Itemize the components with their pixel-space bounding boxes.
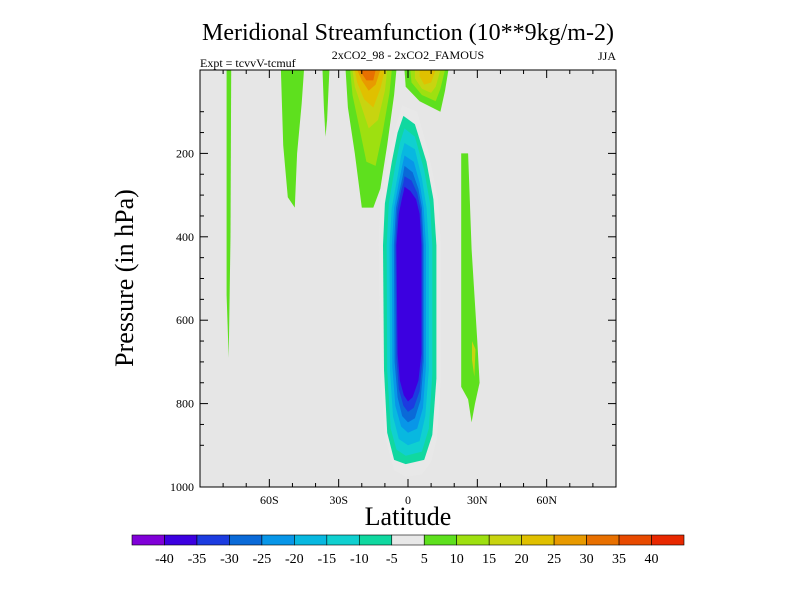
x-tick-label: 0 [405,493,411,507]
colorbar-label: 20 [515,552,529,567]
colorbar-label: 10 [450,552,464,567]
colorbar-label: -35 [188,552,207,567]
subtitle-center: 2xCO2_98 - 2xCO2_FAMOUS [332,48,484,62]
colorbar-swatch [521,534,555,546]
subtitle-left: Expt = tcvvV-tcmuf [200,56,296,70]
colorbar-swatch [456,534,490,546]
colorbar-swatch [651,534,685,546]
colorbar-label: -5 [386,552,398,567]
colorbar-swatch [164,534,198,546]
colorbar-label: -20 [285,552,304,567]
contour-cell-n40 [396,186,422,402]
contour-band-55s [280,70,304,208]
colorbar-swatch [423,534,458,546]
y-tick-label: 1000 [170,480,194,494]
contour-tick-45s [322,70,330,137]
colorbar-label: -30 [220,552,239,567]
colorbar-label: 5 [421,552,428,567]
colorbar-label: 35 [612,552,626,567]
colorbar-swatch [229,534,263,546]
plot-frame [199,69,617,488]
contour-strip-80s [226,70,232,358]
contour-band-25n-15 [472,341,476,377]
colorbar-label: -40 [155,552,174,567]
contour-south-lobe-30 [359,70,376,81]
x-tick-label: 30N [467,493,488,507]
colorbar-label: 30 [580,552,594,567]
colorbar-swatch [358,534,393,546]
colorbar-label: -15 [317,552,336,567]
chart-title: Meridional Streamfunction (10**9kg/m-2) [202,20,614,46]
colorbar-swatch [553,534,587,546]
contour-fills [226,70,480,477]
colorbar-swatch [391,534,425,546]
subtitle-right: JJA [598,49,616,63]
x-tick-label: 60N [536,493,557,507]
x-tick-label: 60S [260,493,279,507]
colorbar-swatch [586,534,620,546]
y-axis-label: Pressure (in hPa) [110,189,139,367]
colorbar-swatch [294,534,328,546]
colorbar-swatch [131,534,165,546]
colorbar-swatch [618,534,652,546]
colorbar-label: -25 [253,552,272,567]
y-tick-label: 200 [176,146,194,160]
contour-north-lobe-20 [419,70,436,85]
colorbar-swatch [488,534,522,546]
y-tick-label: 800 [176,397,194,411]
colorbar-swatch [196,534,230,546]
y-tick-label: 600 [176,313,194,327]
x-tick-label: 30S [329,493,348,507]
colorbar-label: 25 [547,552,561,567]
colorbar-swatch [326,534,360,546]
colorbar-label: 40 [645,552,659,567]
y-tick-label: 400 [176,230,194,244]
x-axis-ticks: 60S 30S 0 30N 60N [222,70,594,507]
colorbar: -40 -35 -30 -25 -20 -15 -10 -5 5 10 15 20 25 30 35 40 [131,534,685,567]
colorbar-label: 15 [482,552,496,567]
x-axis-label: Latitude [365,502,452,531]
colorbar-swatch [261,534,295,546]
y-axis-ticks: 200 400 600 800 1000 [170,111,616,494]
colorbar-label: -10 [350,552,369,567]
